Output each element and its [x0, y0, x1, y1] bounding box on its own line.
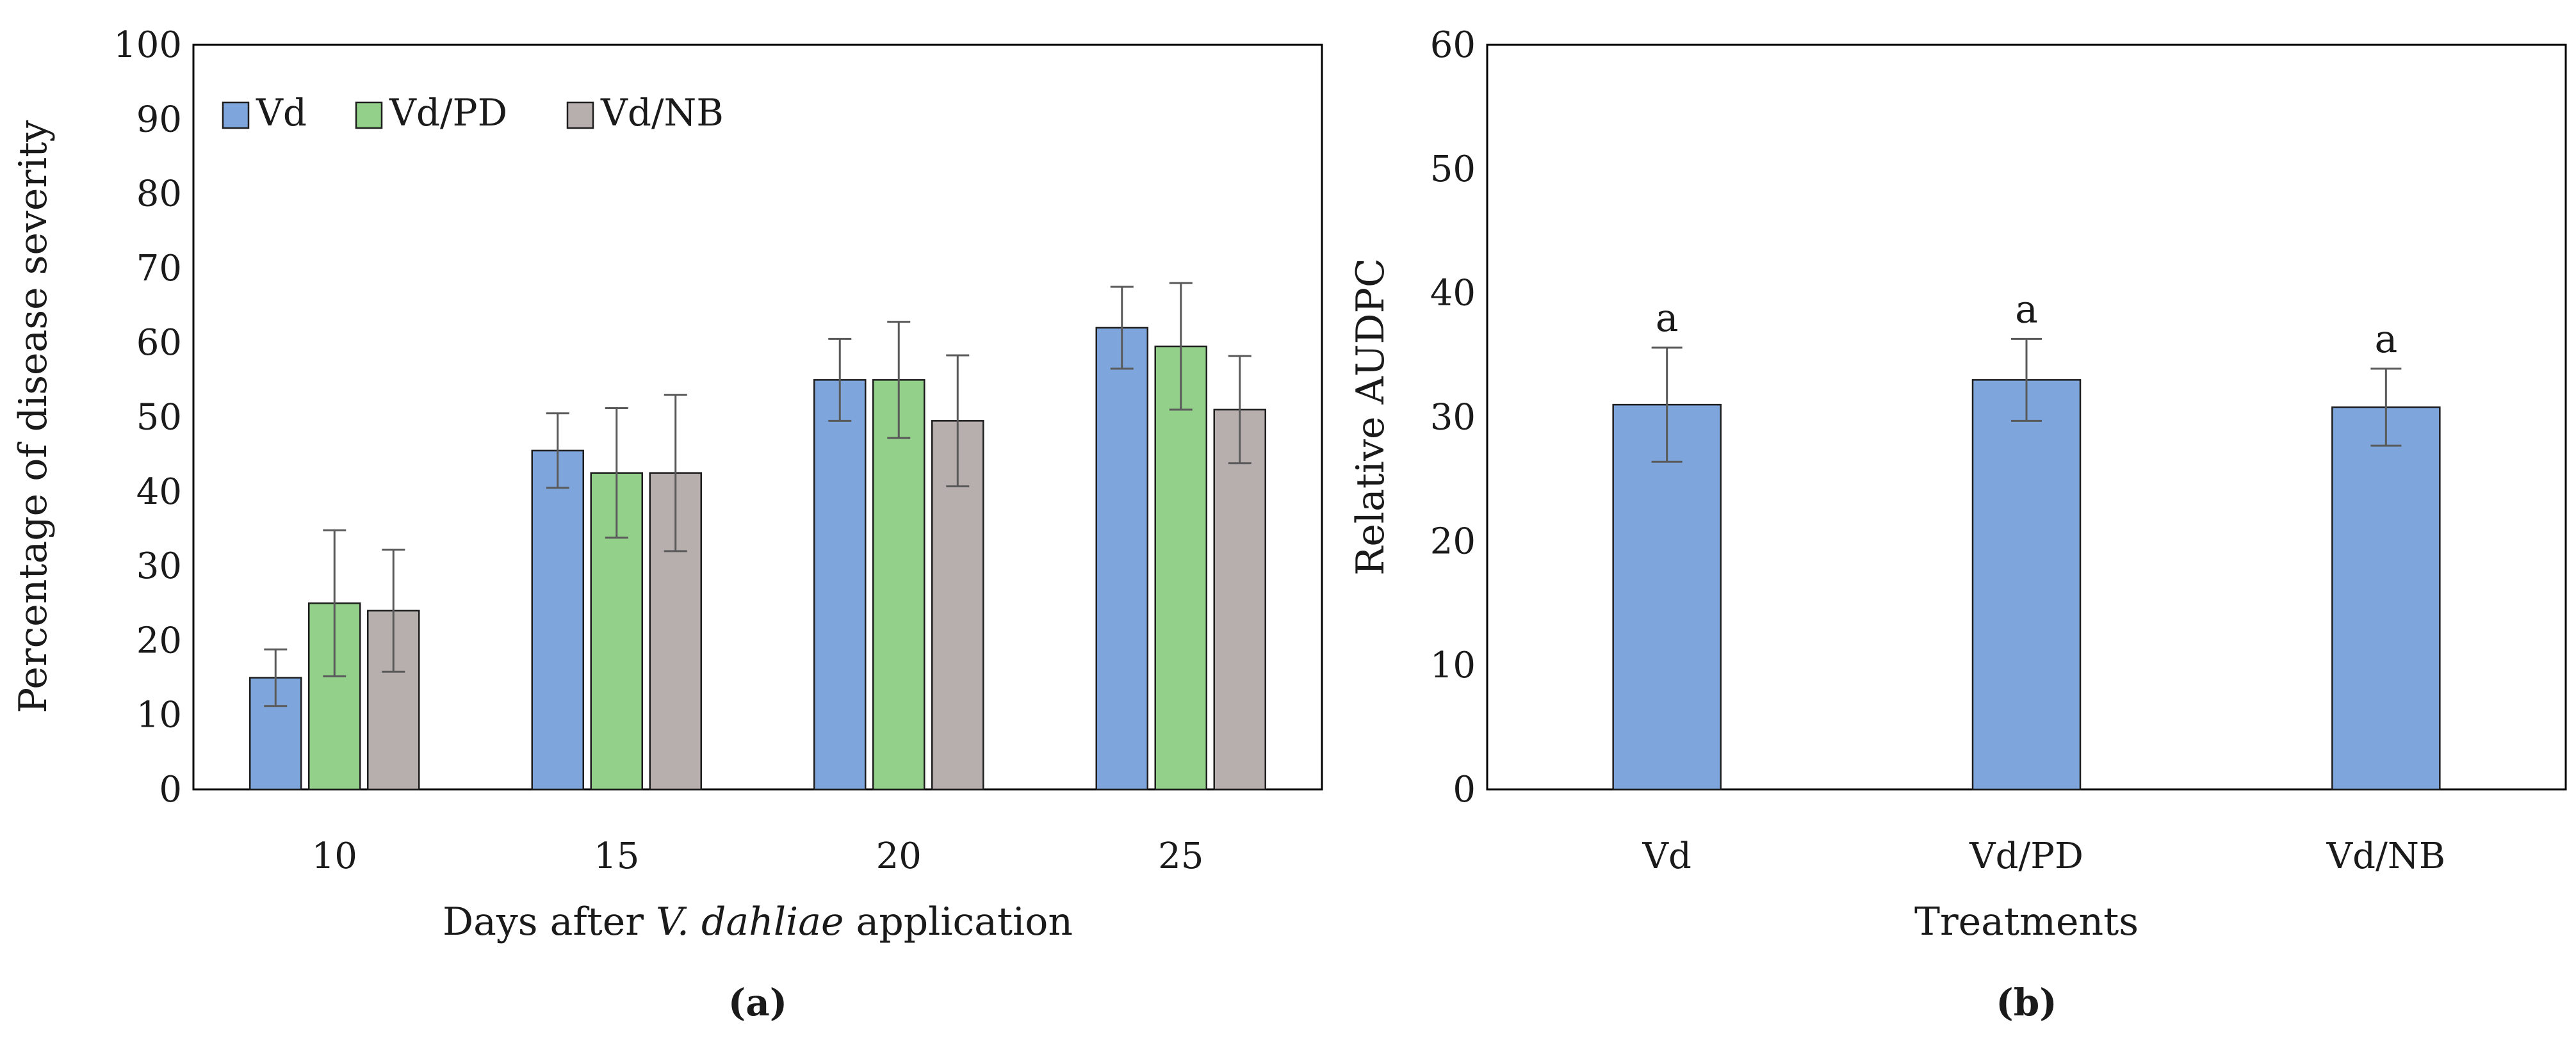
error-bar-vd-nb-day-20 [946, 354, 970, 488]
panel-label-b: (b) [1996, 981, 2057, 1024]
significance-letter-vd: a [1656, 296, 1679, 341]
x-axis-title-a: Days after V. dahliae application [443, 900, 1073, 944]
error-bar-vd-pd-day-10 [323, 529, 346, 677]
y-tick-label-a-2: 20 [136, 620, 182, 661]
legend-label-vd-nb: Vd/NB [600, 91, 724, 134]
y-tick-label-a-6: 60 [136, 322, 182, 364]
error-bar-vd-nb [2370, 367, 2402, 447]
error-bar-vd-pd-day-20 [887, 321, 911, 439]
error-bar-vd-day-20 [828, 337, 852, 422]
legend-a: Vd Vd/PD Vd/NB [222, 91, 724, 134]
y-tick-label-b-2: 20 [1430, 520, 1476, 562]
x-tick-label-a-0: 10 [312, 835, 357, 877]
error-bar-vd-pd-day-25 [1169, 282, 1193, 411]
legend-label-vd-pd: Vd/PD [389, 91, 507, 134]
error-bar-vd-day-15 [546, 412, 569, 489]
x-axis-title-a-part-1: Days after [443, 900, 656, 944]
legend-swatch-vd [222, 101, 250, 129]
error-bar-vd-pd [2011, 337, 2042, 422]
bar-vd [1612, 403, 1722, 791]
y-tick-label-a-9: 90 [136, 99, 182, 140]
legend-label-vd: Vd [256, 91, 307, 134]
x-axis-b: Vd Vd/PD Vd/NB [1642, 835, 2445, 877]
error-bar-vd-nb-day-15 [664, 394, 687, 553]
y-tick-label-a-4: 40 [136, 471, 182, 513]
x-axis-a: 10 15 20 25 [312, 835, 1204, 877]
y-tick-label-a-7: 70 [136, 248, 182, 289]
significance-letter-vd-pd: a [2015, 287, 2038, 332]
error-bar-vd-day-25 [1110, 286, 1134, 370]
error-bar-vd [1651, 346, 1683, 463]
legend-swatch-vd-pd [355, 101, 383, 129]
error-bar-vd-nb-day-25 [1228, 355, 1251, 465]
bar-vd-day-25 [1095, 327, 1148, 791]
y-tick-label-a-1: 10 [136, 695, 182, 736]
x-tick-label-a-3: 25 [1158, 835, 1203, 877]
y-tick-label-b-0: 0 [1453, 769, 1476, 811]
chart-b: a a a 0 10 20 30 40 50 60 Vd Vd/PD Vd/NB Relative … [1348, 24, 2567, 1024]
bar-vd-pd-day-20 [872, 379, 925, 791]
panel-label-a: (a) [728, 981, 787, 1024]
y-axis-title-a: Percentage of disease severity [11, 120, 56, 714]
y-tick-label-b-6: 60 [1430, 24, 1476, 66]
y-tick-label-b-5: 50 [1430, 149, 1476, 190]
error-bar-vd-nb-day-10 [382, 549, 405, 673]
error-bar-vd-day-10 [264, 648, 288, 707]
bar-vd-nb [2331, 406, 2441, 791]
bars-a [249, 282, 1266, 791]
bar-vd-day-15 [531, 449, 584, 791]
y-tick-label-b-1: 10 [1430, 645, 1476, 686]
y-tick-label-a-10: 100 [113, 24, 182, 66]
legend-swatch-vd-nb [566, 101, 594, 129]
plot-area-a [192, 44, 1323, 791]
y-tick-label-b-4: 40 [1430, 273, 1476, 314]
bar-vd-day-20 [813, 379, 867, 791]
x-tick-label-b-2: Vd/NB [2326, 835, 2445, 877]
bars-b: a aa [1612, 287, 2441, 791]
bar-vd-nb-day-25 [1213, 408, 1266, 791]
y-axis-title-b: Relative AUDPC [1348, 258, 1393, 576]
y-axis-b: 0 10 20 30 40 50 60 [1430, 24, 1476, 811]
x-tick-label-a-2: 20 [876, 835, 922, 877]
y-tick-label-a-8: 80 [136, 174, 182, 215]
bar-vd-pd [1971, 379, 2082, 791]
y-tick-label-b-3: 30 [1430, 397, 1476, 439]
x-axis-title-a-species: V. dahliae [656, 900, 844, 944]
y-tick-label-a-0: 0 [159, 769, 182, 811]
y-tick-label-a-3: 30 [136, 545, 182, 587]
x-axis-title-b: Treatments [1914, 900, 2139, 944]
x-tick-label-a-1: 15 [594, 835, 639, 877]
x-tick-label-b-0: Vd [1642, 835, 1692, 877]
y-tick-label-a-5: 50 [136, 397, 182, 439]
significance-letter-vd-nb: a [2374, 317, 2397, 362]
x-tick-label-b-1: Vd/PD [1969, 835, 2083, 877]
y-axis-a: 0 10 20 30 40 50 60 70 80 90 100 [113, 24, 182, 811]
bar-vd-pd-day-25 [1154, 345, 1207, 791]
x-axis-title-a-part-3: application [844, 900, 1072, 944]
error-bar-vd-pd-day-15 [605, 407, 628, 539]
